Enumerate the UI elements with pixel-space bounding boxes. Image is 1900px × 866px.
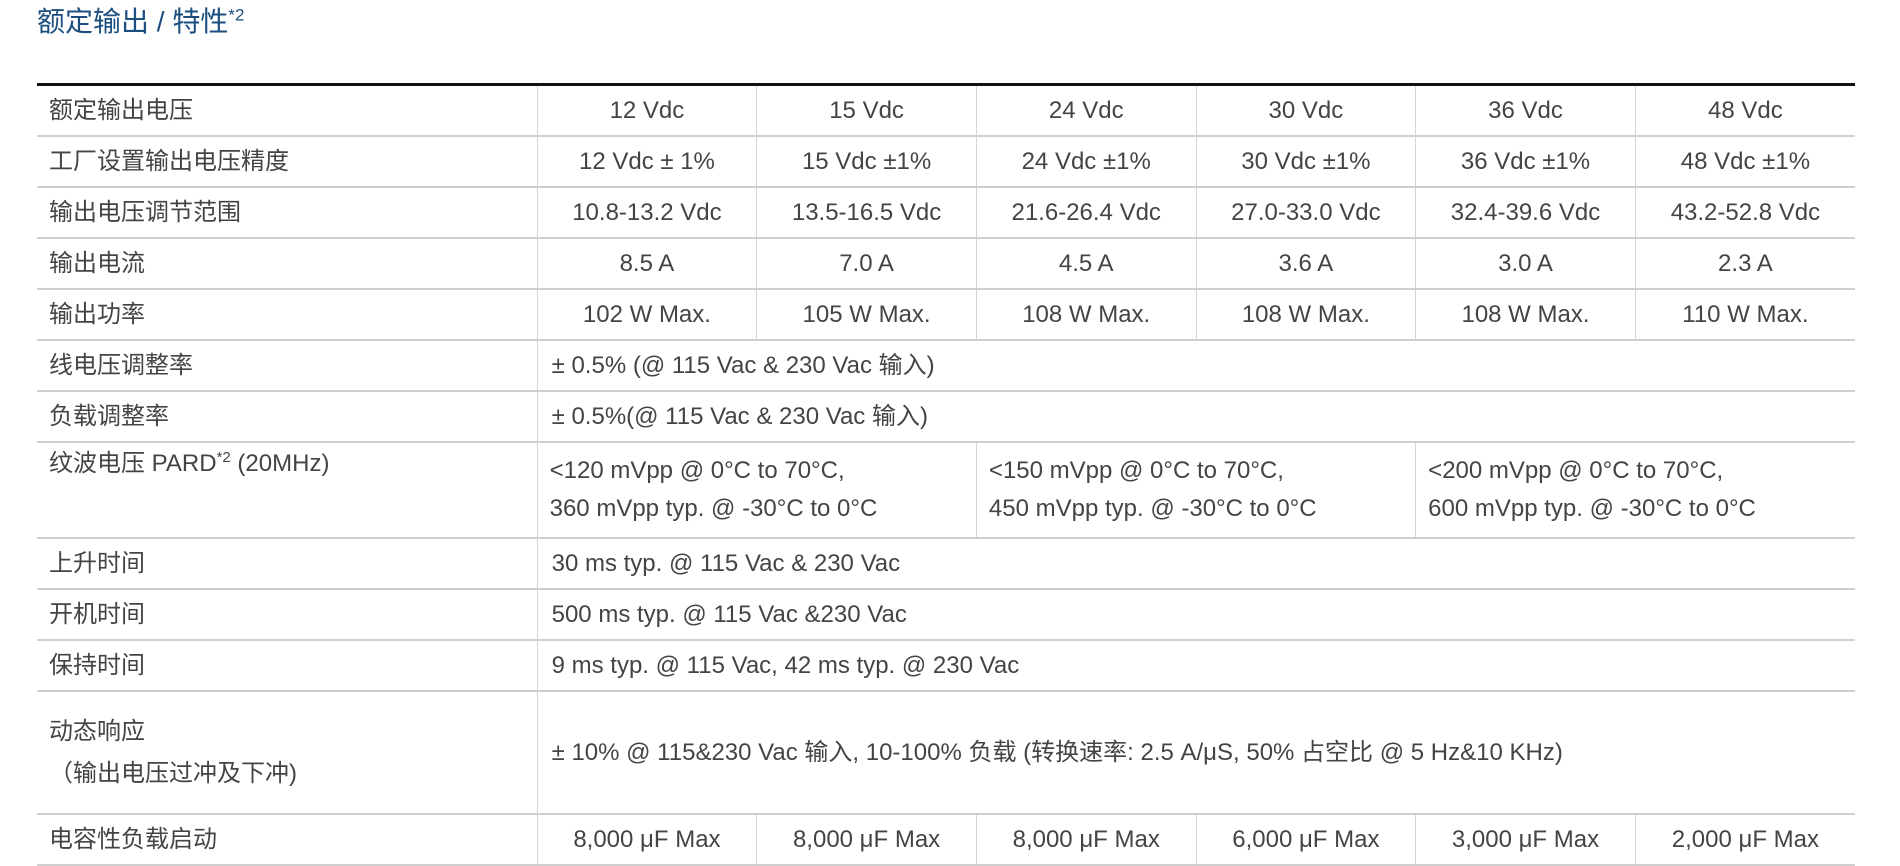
table-row-dynamic: 动态响应 （输出电压过冲及下冲) ± 10% @ 115&230 Vac 输入, 1…	[37, 691, 1855, 815]
row-label: 额定输出电压	[37, 84, 538, 137]
cell-value: 10.8-13.2 Vdc	[536, 187, 757, 239]
table-row-load_reg: 负载调整率 ± 0.5%(@ 115 Vac & 230 Vac 输入)	[37, 391, 1855, 443]
cell-value: 15 Vdc	[756, 84, 977, 137]
ripple-line1: <120 mVpp @ 0°C to 70°C,	[549, 457, 845, 484]
row-label: 动态响应 （输出电压过冲及下冲)	[37, 691, 538, 815]
cell-value: 36 Vdc ±1%	[1415, 136, 1636, 188]
ripple-line1: <200 mVpp @ 0°C to 70°C,	[1428, 457, 1724, 484]
row-label: 电容性负载启动	[37, 814, 538, 866]
cell-value: 30 Vdc	[1195, 84, 1416, 137]
table-row-ripple: 纹波电压 PARD*2 (20MHz) <120 mVpp @ 0°C to 70…	[37, 442, 1855, 539]
cell-value: 48 Vdc	[1634, 84, 1855, 137]
cell-value: 3,000 μF Max	[1415, 814, 1636, 866]
row-label: 线电压调整率	[37, 340, 538, 392]
cell-value: 3.6 A	[1195, 238, 1416, 290]
cell-value: 108 W Max.	[1195, 289, 1416, 341]
cell-value: 43.2-52.8 Vdc	[1634, 187, 1855, 239]
table-row-accuracy: 工厂设置输出电压精度 12 Vdc ± 1% 15 Vdc ±1% 24 Vdc ±1…	[37, 136, 1855, 188]
cell-value: 21.6-26.4 Vdc	[975, 187, 1197, 239]
section-title-text: 额定输出 / 特性	[37, 6, 229, 37]
table-row-range: 输出电压调节范围 10.8-13.2 Vdc 13.5-16.5 Vdc 21.6-2…	[37, 187, 1855, 239]
cell-value: 12 Vdc ± 1%	[536, 136, 757, 188]
cell-value: 27.0-33.0 Vdc	[1195, 187, 1416, 239]
cell-value: 500 ms typ. @ 115 Vac &230 Vac	[536, 589, 1855, 641]
ripple-line2: 450 mVpp typ. @ -30°C to 0°C	[988, 495, 1317, 522]
table-row-cap: 电容性负载启动 8,000 μF Max 8,000 μF Max 8,000 μF …	[37, 814, 1855, 866]
cell-value: 15 Vdc ±1%	[756, 136, 977, 188]
footnote-marker: *2	[228, 5, 245, 25]
footnote-marker: *2	[216, 449, 231, 466]
table-row-startup: 开机时间 500 ms typ. @ 115 Vac &230 Vac	[37, 589, 1855, 641]
table-row-hold: 保持时间 9 ms typ. @ 115 Vac, 42 ms typ. @ 23…	[37, 640, 1855, 692]
table-row-line_reg: 线电压调整率 ± 0.5% (@ 115 Vac & 230 Vac 输入)	[37, 340, 1855, 392]
cell-value: 3.0 A	[1415, 238, 1636, 290]
row-label: 输出电流	[37, 238, 538, 290]
row-label: 纹波电压 PARD*2 (20MHz)	[37, 442, 538, 539]
cell-value: 36 Vdc	[1415, 84, 1636, 137]
cell-value: 6,000 μF Max	[1195, 814, 1416, 866]
cell-value: 108 W Max.	[975, 289, 1197, 341]
ripple-line1: <150 mVpp @ 0°C to 70°C,	[988, 457, 1284, 484]
table-row-rise: 上升时间 30 ms typ. @ 115 Vac & 230 Vac	[37, 538, 1855, 590]
row-label: 输出电压调节范围	[37, 187, 538, 239]
cell-value: <150 mVpp @ 0°C to 70°C, 450 mVpp typ. @ …	[975, 442, 1416, 539]
row-label: 保持时间	[37, 640, 538, 692]
section-title: 额定输出 / 特性*2	[37, 4, 244, 40]
cell-value: 9 ms typ. @ 115 Vac, 42 ms typ. @ 230 Va…	[536, 640, 1855, 692]
cell-value: 2,000 μF Max	[1634, 814, 1855, 866]
cell-value: 8.5 A	[536, 238, 757, 290]
spec-table: 额定输出电压 12 Vdc 15 Vdc 24 Vdc 30 Vdc 36 Vdc 48 V…	[37, 83, 1855, 866]
cell-value: 4.5 A	[975, 238, 1197, 290]
cell-value: 105 W Max.	[756, 289, 977, 341]
table-row-current: 输出电流 8.5 A 7.0 A 4.5 A 3.6 A 3.0 A 2.3 A	[37, 238, 1855, 290]
ripple-line2: 600 mVpp typ. @ -30°C to 0°C	[1428, 495, 1756, 522]
cell-value: ± 10% @ 115&230 Vac 输入, 10-100% 负载 (转换速率…	[536, 691, 1855, 815]
cell-value: 30 ms typ. @ 115 Vac & 230 Vac	[536, 538, 1855, 590]
cell-value: 8,000 μF Max	[975, 814, 1197, 866]
cell-value: 110 W Max.	[1634, 289, 1855, 341]
cell-value: <200 mVpp @ 0°C to 70°C, 600 mVpp typ. @ …	[1415, 442, 1855, 539]
cell-value: 24 Vdc	[975, 84, 1197, 137]
cell-value: 24 Vdc ±1%	[975, 136, 1197, 188]
cell-value: 102 W Max.	[536, 289, 757, 341]
cell-value: ± 0.5%(@ 115 Vac & 230 Vac 输入)	[536, 391, 1855, 443]
cell-value: 8,000 μF Max	[756, 814, 977, 866]
cell-value: 30 Vdc ±1%	[1195, 136, 1416, 188]
label-suffix: (20MHz)	[230, 450, 330, 477]
cell-value: ± 0.5% (@ 115 Vac & 230 Vac 输入)	[536, 340, 1855, 392]
row-label: 上升时间	[37, 538, 538, 590]
label-line2: （输出电压过冲及下冲)	[49, 759, 297, 787]
ripple-line2: 360 mVpp typ. @ -30°C to 0°C	[549, 495, 878, 522]
cell-value: 48 Vdc ±1%	[1634, 136, 1855, 188]
cell-value: 8,000 μF Max	[536, 814, 757, 866]
row-label: 开机时间	[37, 589, 538, 641]
table-row-power: 输出功率 102 W Max. 105 W Max. 108 W Max. 108 W …	[37, 289, 1855, 341]
cell-value: 13.5-16.5 Vdc	[756, 187, 977, 239]
row-label: 工厂设置输出电压精度	[37, 136, 538, 188]
cell-value: 12 Vdc	[536, 84, 757, 137]
cell-value: <120 mVpp @ 0°C to 70°C, 360 mVpp typ. @ …	[536, 442, 977, 539]
cell-value: 2.3 A	[1634, 238, 1855, 290]
row-label: 负载调整率	[37, 391, 538, 443]
cell-value: 32.4-39.6 Vdc	[1415, 187, 1636, 239]
cell-value: 108 W Max.	[1415, 289, 1636, 341]
label-line1: 动态响应	[49, 717, 145, 745]
row-label: 输出功率	[37, 289, 538, 341]
table-row-voltage: 额定输出电压 12 Vdc 15 Vdc 24 Vdc 30 Vdc 36 Vdc 48 V…	[37, 84, 1855, 137]
label-text: 纹波电压 PARD	[49, 450, 217, 477]
cell-value: 7.0 A	[756, 238, 977, 290]
